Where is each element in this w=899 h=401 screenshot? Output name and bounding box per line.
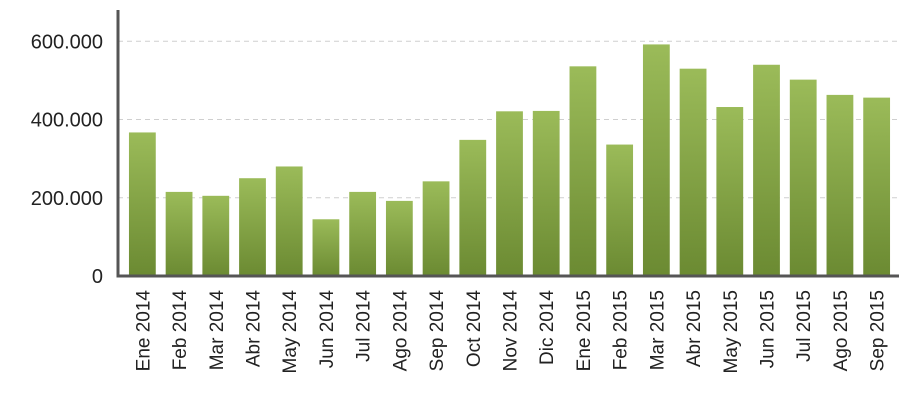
y-tick-labels: 0 200.000 400.000 600.000: [31, 31, 103, 288]
bar: [128, 132, 156, 276]
bars: [128, 44, 891, 277]
bar: [275, 166, 303, 276]
x-tick-label: Dic 2014: [537, 290, 558, 365]
x-tick-label: Ago 2014: [390, 290, 411, 372]
bar: [385, 200, 413, 276]
x-tick-label: May 2015: [721, 290, 742, 373]
bar: [642, 44, 670, 276]
y-tick-label: 0: [92, 266, 103, 288]
y-tick-label: 600.000: [31, 31, 103, 53]
bar: [312, 219, 340, 276]
bar: [532, 110, 560, 276]
x-tick-label: Abr 2015: [684, 290, 705, 367]
x-tick-label: Ene 2014: [133, 290, 154, 372]
bar: [606, 144, 634, 276]
x-tick-label: May 2014: [280, 290, 301, 374]
x-tick-label: Sep 2014: [427, 290, 448, 372]
x-tick-label: Abr 2014: [244, 290, 265, 368]
x-tick-label: Jul 2015: [794, 290, 815, 362]
x-tick-label: Mar 2014: [207, 290, 228, 371]
axes: [116, 10, 899, 278]
y-tick-label: 200.000: [31, 188, 103, 210]
x-tick-label: Jun 2015: [758, 290, 779, 368]
x-tick-label: Oct 2014: [464, 290, 485, 368]
x-tick-label: Sep 2015: [868, 290, 889, 371]
x-tick-labels: Ene 2014 Feb 2014 Mar 2014 Abr 2014 May 2014…: [133, 290, 888, 374]
x-tick-label: Feb 2014: [170, 290, 191, 371]
bar: [459, 139, 487, 276]
x-tick-label: Jul 2014: [354, 290, 375, 362]
x-tick-label: Nov 2014: [501, 290, 522, 372]
bar: [239, 178, 266, 276]
bar: [202, 195, 230, 276]
bar: [496, 111, 523, 276]
bar: [569, 66, 597, 276]
y-tick-label: 400.000: [31, 110, 103, 132]
x-tick-label: Mar 2015: [647, 290, 668, 370]
bar: [679, 68, 707, 277]
bar: [349, 191, 377, 276]
bar: [422, 181, 450, 276]
bar: [863, 97, 891, 277]
bar: [789, 79, 817, 276]
bar: [753, 64, 780, 276]
bar: [165, 191, 193, 276]
bar: [716, 107, 744, 276]
x-tick-label: Jun 2014: [317, 290, 338, 369]
x-tick-label: Ene 2015: [574, 290, 595, 371]
bar: [826, 94, 854, 276]
x-tick-label: Ago 2015: [831, 290, 852, 371]
x-tick-label: Feb 2015: [611, 290, 632, 370]
